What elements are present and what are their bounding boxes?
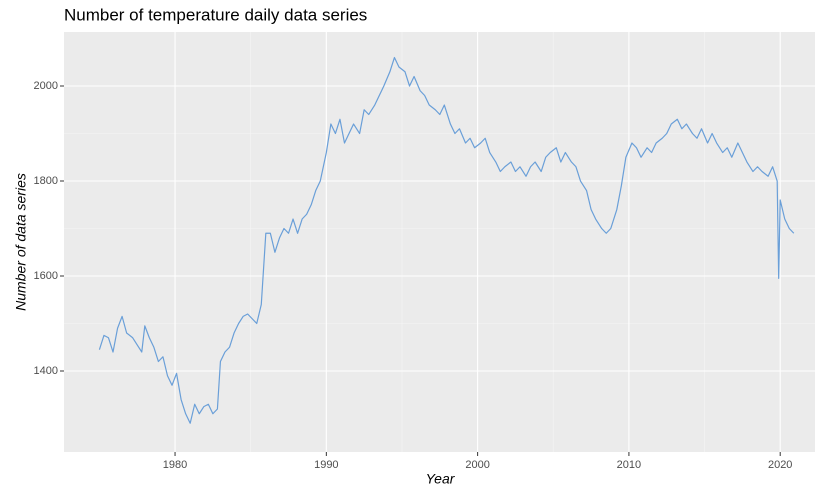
x-tick-label: 2000 bbox=[465, 459, 489, 471]
y-tick-label: 1800 bbox=[34, 175, 58, 187]
x-tick-label: 1990 bbox=[314, 459, 338, 471]
y-tick-label: 1600 bbox=[34, 270, 58, 282]
x-axis-title: Year bbox=[426, 471, 456, 487]
x-tick-label: 1980 bbox=[163, 459, 187, 471]
x-tick-label: 2010 bbox=[617, 459, 641, 471]
y-tick-label: 2000 bbox=[34, 80, 58, 92]
panel bbox=[64, 32, 815, 452]
y-tick-label: 1400 bbox=[34, 365, 58, 377]
data-line bbox=[98, 56, 795, 424]
chart-title: Number of temperature daily data series bbox=[64, 5, 367, 24]
x-tick-label: 2020 bbox=[768, 459, 792, 471]
y-axis-title: Number of data series bbox=[13, 173, 29, 311]
